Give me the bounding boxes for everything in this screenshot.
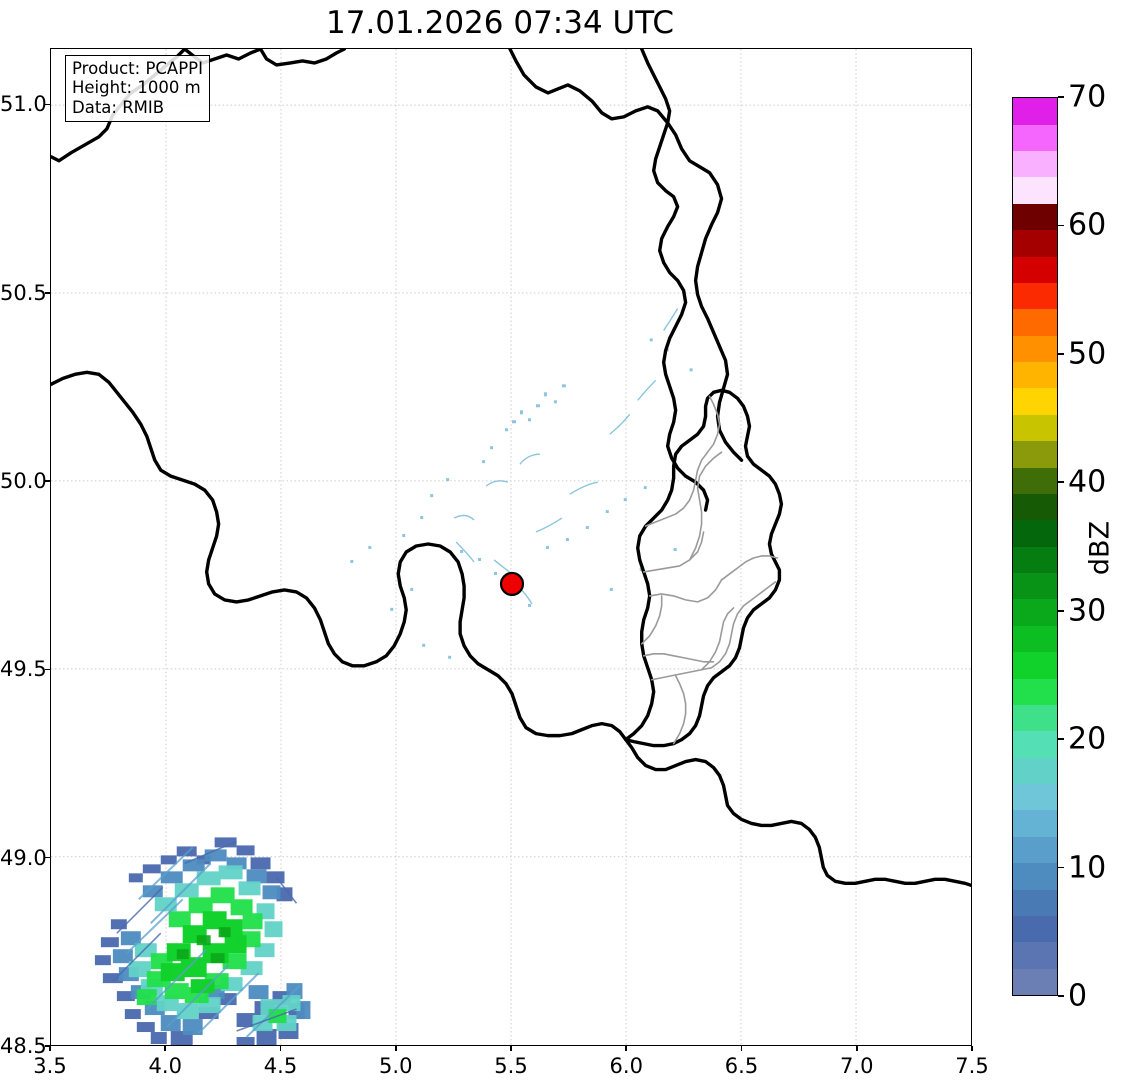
colorbar-band [1013, 968, 1057, 995]
y-tick-label: 49.0 [0, 845, 47, 870]
colorbar-band [1013, 942, 1057, 969]
x-tick-label: 5.5 [494, 1054, 528, 1078]
colorbar-tick-mark [1058, 353, 1064, 355]
colorbar-band [1013, 573, 1057, 600]
x-tick-label: 7.5 [955, 1054, 989, 1078]
x-tick-mark [164, 1046, 167, 1051]
x-tick-label: 6.5 [724, 1054, 759, 1078]
x-tick-mark [855, 1046, 858, 1051]
colorbar-tick-mark [1058, 866, 1064, 869]
colorbar-band [1013, 625, 1057, 653]
y-tick-label: 50.0 [0, 469, 47, 494]
colorbar-label: dBZ [1084, 520, 1116, 576]
y-tick-mark [45, 103, 50, 106]
y-tick-label: 49.5 [0, 657, 47, 682]
info-height: Height: 1000 m [72, 78, 201, 98]
page-title: 17.01.2026 07:34 UTC [326, 5, 674, 41]
x-tick-mark [740, 1046, 743, 1051]
colorbar-tick-label: 30 [1068, 593, 1107, 629]
colorbar-band [1013, 362, 1057, 389]
info-product: Product: PCAPPI [72, 59, 203, 78]
x-tick-mark [49, 1046, 51, 1051]
colorbar-band [1013, 757, 1057, 784]
colorbar-band [1013, 467, 1057, 494]
info-data: Data: RMIB [72, 97, 165, 117]
info-box: Product: PCAPPI Height: 1000 m Data: RMI… [65, 55, 210, 123]
colorbar-tick-label: 60 [1068, 207, 1107, 243]
x-tick-label: 6.0 [609, 1054, 643, 1078]
colorbar-tick-mark [1058, 995, 1064, 997]
x-tick-mark [625, 1046, 628, 1051]
colorbar[interactable] [1012, 97, 1058, 996]
map-plot-area[interactable]: Product: PCAPPI Height: 1000 m Data: RMI… [50, 48, 972, 1046]
colorbar-tick-label: 10 [1068, 850, 1107, 886]
colorbar-band [1013, 335, 1057, 362]
colorbar-tick-mark [1058, 609, 1064, 612]
colorbar-band [1013, 599, 1057, 626]
colorbar-tick-label: 50 [1068, 336, 1107, 372]
colorbar-band [1013, 282, 1057, 310]
y-tick-label: 51.0 [0, 92, 47, 117]
colorbar-band [1013, 493, 1057, 521]
colorbar-band [1013, 414, 1057, 442]
colorbar-band [1013, 98, 1057, 125]
colorbar-band [1013, 309, 1057, 336]
colorbar-band [1013, 177, 1057, 204]
y-tick-mark [45, 1045, 50, 1047]
x-tick-mark [279, 1046, 282, 1051]
colorbar-band [1013, 441, 1057, 468]
colorbar-tick-label: 40 [1068, 464, 1107, 500]
colorbar-band [1013, 151, 1057, 178]
y-tick-mark [45, 668, 50, 671]
x-tick-label: 4.5 [263, 1054, 298, 1078]
colorbar-tick-label: 20 [1068, 721, 1107, 757]
gridlines [51, 49, 971, 1045]
colorbar-band [1013, 915, 1057, 943]
radar-site-marker[interactable] [499, 571, 525, 597]
region-borders [640, 395, 779, 745]
colorbar-tick-mark [1058, 738, 1064, 740]
x-tick-label: 3.5 [33, 1054, 67, 1078]
colorbar-band [1013, 124, 1057, 151]
colorbar-tick-mark [1058, 481, 1064, 484]
y-tick-mark [45, 856, 50, 859]
radar-echo-site-clutter [350, 308, 693, 659]
colorbar-band [1013, 889, 1057, 916]
colorbar-band [1013, 388, 1057, 415]
colorbar-band [1013, 256, 1057, 283]
colorbar-band [1013, 203, 1057, 231]
x-tick-mark [394, 1046, 397, 1051]
x-tick-mark [971, 1046, 973, 1051]
x-tick-label: 5.0 [379, 1054, 413, 1078]
colorbar-band [1013, 810, 1057, 837]
colorbar-band [1013, 546, 1057, 573]
colorbar-band [1013, 784, 1057, 811]
colorbar-band [1013, 731, 1057, 758]
colorbar-band [1013, 836, 1057, 864]
radar-echo-main-cell [94, 837, 311, 1045]
colorbar-band [1013, 678, 1057, 705]
x-tick-label: 7.0 [840, 1054, 874, 1078]
x-tick-label: 4.0 [148, 1054, 182, 1078]
x-tick-mark [510, 1046, 512, 1051]
colorbar-band [1013, 863, 1057, 890]
y-tick-mark [45, 480, 50, 482]
colorbar-band [1013, 230, 1057, 257]
colorbar-band [1013, 652, 1057, 679]
map-canvas [51, 49, 971, 1045]
y-tick-label: 48.5 [0, 1034, 47, 1058]
country-borders [51, 49, 971, 888]
y-tick-mark [45, 291, 50, 294]
y-tick-label: 50.5 [0, 280, 47, 305]
colorbar-tick-label: 0 [1068, 978, 1088, 1014]
colorbar-band [1013, 704, 1057, 732]
colorbar-band [1013, 520, 1057, 547]
colorbar-tick-mark [1058, 224, 1064, 227]
colorbar-tick-label: 70 [1068, 79, 1107, 115]
colorbar-tick-mark [1058, 96, 1064, 98]
